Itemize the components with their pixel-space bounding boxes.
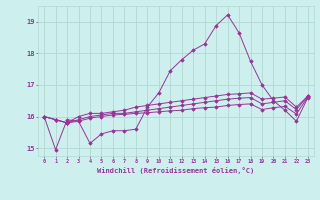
X-axis label: Windchill (Refroidissement éolien,°C): Windchill (Refroidissement éolien,°C) [97, 167, 255, 174]
